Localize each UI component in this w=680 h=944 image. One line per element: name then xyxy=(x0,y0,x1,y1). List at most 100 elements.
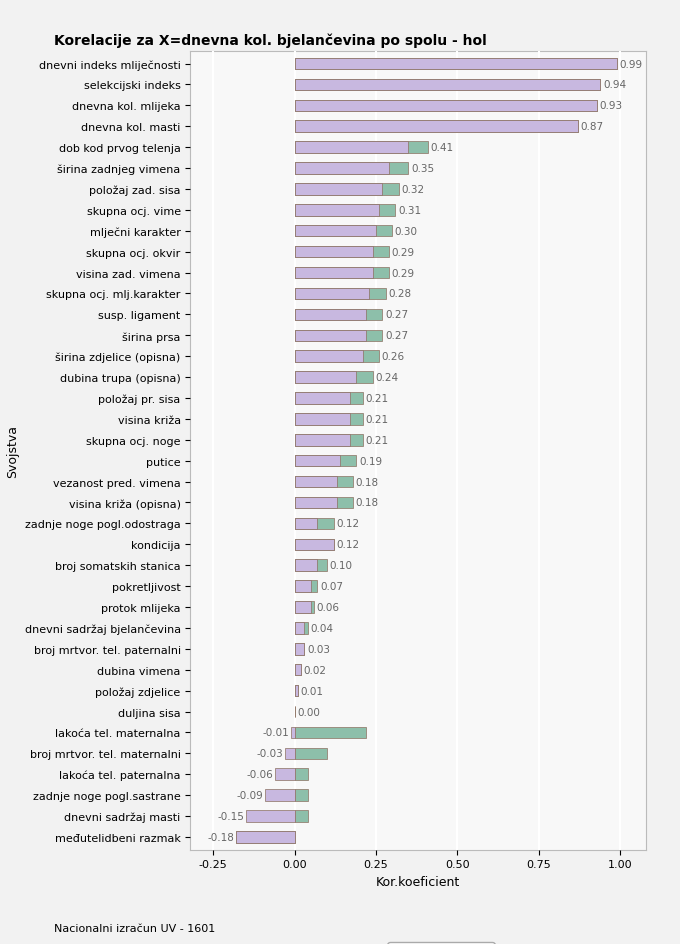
Bar xyxy=(294,79,600,91)
Text: 0.12: 0.12 xyxy=(336,519,359,529)
Text: Korelacije za X=dnevna kol. bjelančevina po spolu - hol: Korelacije za X=dnevna kol. bjelančevina… xyxy=(54,33,487,47)
Bar xyxy=(294,413,363,425)
Bar xyxy=(294,59,617,70)
Bar xyxy=(294,205,379,216)
Legend: M, F: M, F xyxy=(387,942,495,944)
Bar xyxy=(294,811,307,822)
Bar xyxy=(294,205,395,216)
Text: 0.18: 0.18 xyxy=(356,477,379,487)
Bar xyxy=(294,59,617,70)
Bar xyxy=(294,184,398,195)
Text: 0.32: 0.32 xyxy=(401,185,424,194)
Bar xyxy=(294,143,409,154)
Bar xyxy=(294,665,301,676)
Text: -0.09: -0.09 xyxy=(237,790,264,801)
Text: 0.30: 0.30 xyxy=(395,227,418,237)
Bar xyxy=(294,310,366,321)
Bar xyxy=(294,518,334,530)
Text: 0.00: 0.00 xyxy=(297,707,320,716)
Bar xyxy=(294,413,350,425)
Bar xyxy=(294,727,366,738)
Text: -0.06: -0.06 xyxy=(247,769,273,780)
Bar xyxy=(294,310,382,321)
Bar xyxy=(294,226,376,237)
Text: 0.94: 0.94 xyxy=(603,80,626,91)
Bar xyxy=(294,184,382,195)
Bar xyxy=(294,246,389,258)
Bar xyxy=(294,100,597,112)
Bar xyxy=(294,246,373,258)
Text: 0.41: 0.41 xyxy=(430,143,454,153)
Bar xyxy=(294,581,311,592)
Text: 0.93: 0.93 xyxy=(600,101,623,111)
Bar xyxy=(294,644,304,655)
Bar xyxy=(291,727,294,738)
Bar xyxy=(294,267,389,279)
Text: -0.03: -0.03 xyxy=(256,749,283,759)
Bar xyxy=(236,832,294,843)
Bar xyxy=(294,622,304,634)
Text: 0.04: 0.04 xyxy=(310,623,333,633)
Bar xyxy=(294,581,318,592)
Bar xyxy=(294,100,597,112)
Bar xyxy=(294,330,366,342)
Bar xyxy=(294,497,337,509)
Text: 0.27: 0.27 xyxy=(385,331,408,341)
Bar xyxy=(294,163,409,175)
Text: 0.03: 0.03 xyxy=(307,644,330,654)
Bar xyxy=(294,351,363,362)
Text: -0.15: -0.15 xyxy=(217,811,244,821)
Bar xyxy=(294,768,307,780)
Text: 0.87: 0.87 xyxy=(580,122,603,132)
Bar xyxy=(294,143,428,154)
Text: 0.02: 0.02 xyxy=(304,665,326,675)
Bar xyxy=(294,330,382,342)
Bar xyxy=(294,434,363,447)
Bar xyxy=(294,455,340,467)
Text: 0.06: 0.06 xyxy=(317,602,340,613)
Bar xyxy=(294,477,353,488)
Text: 0.10: 0.10 xyxy=(330,561,353,570)
Text: 0.21: 0.21 xyxy=(365,435,388,446)
Bar xyxy=(245,811,294,822)
Bar xyxy=(294,601,311,613)
Text: 0.26: 0.26 xyxy=(381,352,405,362)
Text: 0.19: 0.19 xyxy=(359,456,382,466)
Text: 0.24: 0.24 xyxy=(375,373,398,382)
Bar xyxy=(294,539,334,550)
Bar xyxy=(294,748,327,759)
Bar xyxy=(294,289,386,300)
Bar xyxy=(294,122,577,133)
Text: 0.28: 0.28 xyxy=(388,289,411,299)
X-axis label: Kor.koeficient: Kor.koeficient xyxy=(376,875,460,888)
Bar xyxy=(294,372,373,383)
Text: 0.29: 0.29 xyxy=(392,247,415,258)
Bar xyxy=(294,122,577,133)
Bar xyxy=(294,685,298,697)
Bar xyxy=(294,497,353,509)
Bar xyxy=(294,267,373,279)
Text: 0.27: 0.27 xyxy=(385,310,408,320)
Bar xyxy=(294,372,356,383)
Bar xyxy=(294,289,369,300)
Bar xyxy=(294,789,307,801)
Bar xyxy=(294,79,600,91)
Bar xyxy=(294,226,392,237)
Bar xyxy=(294,560,318,571)
Bar xyxy=(294,601,314,613)
Text: 0.21: 0.21 xyxy=(365,394,388,403)
Text: -0.18: -0.18 xyxy=(207,832,235,842)
Text: 0.29: 0.29 xyxy=(392,268,415,278)
Bar xyxy=(294,539,334,550)
Bar xyxy=(294,685,298,697)
Bar xyxy=(294,393,350,404)
Bar xyxy=(294,560,327,571)
Bar xyxy=(294,393,363,404)
Text: 0.99: 0.99 xyxy=(619,59,643,70)
Bar xyxy=(294,644,304,655)
Bar xyxy=(294,518,318,530)
Text: 0.12: 0.12 xyxy=(336,540,359,549)
Text: Nacionalni izračun UV - 1601: Nacionalni izračun UV - 1601 xyxy=(54,922,216,933)
Bar xyxy=(294,351,379,362)
Bar xyxy=(275,768,294,780)
